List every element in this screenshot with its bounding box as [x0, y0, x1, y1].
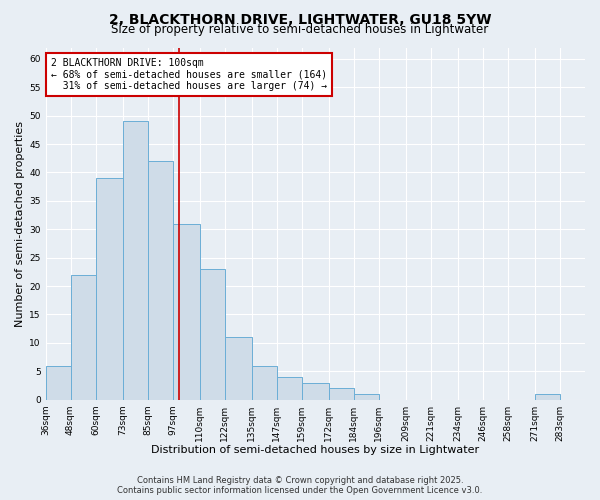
X-axis label: Distribution of semi-detached houses by size in Lightwater: Distribution of semi-detached houses by … — [151, 445, 479, 455]
Bar — [277, 377, 302, 400]
Text: 2, BLACKTHORN DRIVE, LIGHTWATER, GU18 5YW: 2, BLACKTHORN DRIVE, LIGHTWATER, GU18 5Y… — [109, 12, 491, 26]
Bar — [224, 337, 252, 400]
Bar — [200, 269, 224, 400]
Bar — [354, 394, 379, 400]
Bar — [148, 161, 173, 400]
Text: Contains HM Land Registry data © Crown copyright and database right 2025.
Contai: Contains HM Land Registry data © Crown c… — [118, 476, 482, 495]
Bar — [46, 366, 71, 400]
Text: 2 BLACKTHORN DRIVE: 100sqm
← 68% of semi-detached houses are smaller (164)
  31%: 2 BLACKTHORN DRIVE: 100sqm ← 68% of semi… — [51, 58, 327, 92]
Bar — [302, 382, 329, 400]
Bar — [71, 274, 95, 400]
Bar — [173, 224, 200, 400]
Text: Size of property relative to semi-detached houses in Lightwater: Size of property relative to semi-detach… — [112, 22, 488, 36]
Bar — [252, 366, 277, 400]
Bar — [122, 122, 148, 400]
Bar — [95, 178, 122, 400]
Bar — [329, 388, 354, 400]
Y-axis label: Number of semi-detached properties: Number of semi-detached properties — [15, 120, 25, 326]
Bar — [535, 394, 560, 400]
